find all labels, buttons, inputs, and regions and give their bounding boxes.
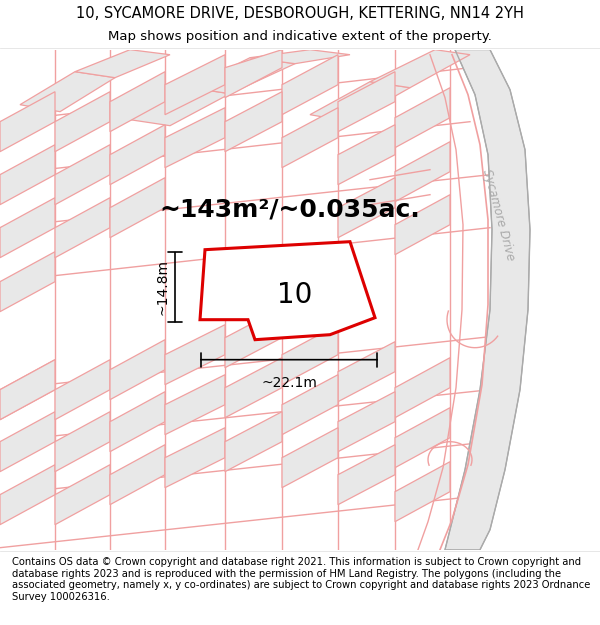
Polygon shape bbox=[282, 54, 338, 115]
Polygon shape bbox=[395, 462, 450, 522]
Polygon shape bbox=[165, 428, 225, 488]
Polygon shape bbox=[110, 340, 165, 400]
Polygon shape bbox=[282, 325, 338, 384]
Text: ~22.1m: ~22.1m bbox=[261, 376, 317, 390]
Polygon shape bbox=[338, 125, 395, 185]
Polygon shape bbox=[20, 72, 115, 112]
Polygon shape bbox=[338, 445, 395, 505]
Polygon shape bbox=[395, 142, 450, 202]
Polygon shape bbox=[0, 144, 55, 205]
Polygon shape bbox=[395, 88, 450, 148]
Polygon shape bbox=[55, 144, 110, 205]
Polygon shape bbox=[225, 49, 282, 98]
Polygon shape bbox=[165, 374, 225, 435]
Polygon shape bbox=[0, 92, 55, 152]
Polygon shape bbox=[0, 252, 55, 312]
Polygon shape bbox=[282, 428, 338, 488]
Text: 10, SYCAMORE DRIVE, DESBOROUGH, KETTERING, NN14 2YH: 10, SYCAMORE DRIVE, DESBOROUGH, KETTERIN… bbox=[76, 6, 524, 21]
Polygon shape bbox=[130, 88, 230, 126]
Polygon shape bbox=[250, 49, 350, 64]
Polygon shape bbox=[110, 392, 165, 452]
Text: ~14.8m: ~14.8m bbox=[156, 259, 170, 315]
Polygon shape bbox=[338, 177, 395, 238]
Polygon shape bbox=[110, 125, 165, 185]
Polygon shape bbox=[282, 107, 338, 168]
Polygon shape bbox=[395, 357, 450, 418]
Polygon shape bbox=[0, 359, 55, 420]
Polygon shape bbox=[225, 412, 282, 472]
Text: 10: 10 bbox=[277, 281, 313, 309]
Polygon shape bbox=[190, 58, 295, 94]
Text: Contains OS data © Crown copyright and database right 2021. This information is : Contains OS data © Crown copyright and d… bbox=[12, 557, 590, 602]
Polygon shape bbox=[55, 465, 110, 525]
Polygon shape bbox=[200, 242, 375, 340]
Polygon shape bbox=[338, 72, 395, 132]
Polygon shape bbox=[165, 325, 225, 384]
Polygon shape bbox=[338, 392, 395, 452]
Polygon shape bbox=[110, 72, 165, 132]
Polygon shape bbox=[55, 412, 110, 472]
Polygon shape bbox=[225, 357, 282, 418]
Polygon shape bbox=[165, 54, 225, 115]
Polygon shape bbox=[110, 445, 165, 505]
Polygon shape bbox=[55, 198, 110, 258]
Polygon shape bbox=[165, 107, 225, 168]
Polygon shape bbox=[310, 82, 410, 122]
Polygon shape bbox=[370, 49, 470, 88]
Polygon shape bbox=[55, 359, 110, 420]
Polygon shape bbox=[395, 408, 450, 468]
Polygon shape bbox=[395, 195, 450, 255]
Polygon shape bbox=[0, 359, 55, 420]
Polygon shape bbox=[75, 49, 170, 78]
Text: Map shows position and indicative extent of the property.: Map shows position and indicative extent… bbox=[108, 29, 492, 42]
Polygon shape bbox=[110, 177, 165, 238]
Polygon shape bbox=[225, 308, 282, 368]
Polygon shape bbox=[55, 92, 110, 152]
Polygon shape bbox=[282, 374, 338, 435]
Polygon shape bbox=[0, 465, 55, 525]
Text: ~143m²/~0.035ac.: ~143m²/~0.035ac. bbox=[160, 198, 421, 222]
Text: Sycamore Drive: Sycamore Drive bbox=[479, 168, 517, 262]
Polygon shape bbox=[0, 412, 55, 472]
Polygon shape bbox=[0, 198, 55, 258]
Polygon shape bbox=[445, 49, 530, 550]
Polygon shape bbox=[338, 342, 395, 402]
Polygon shape bbox=[225, 92, 282, 152]
